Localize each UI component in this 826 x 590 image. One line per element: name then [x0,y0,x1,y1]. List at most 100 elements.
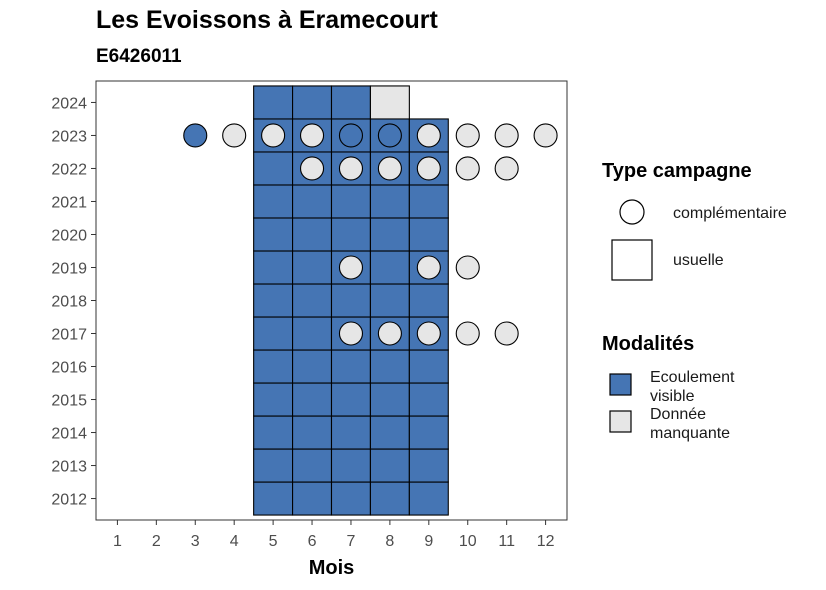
tile-usuelle [369,85,410,120]
legend-mod-title: Modalités [602,333,695,355]
tile-usuelle [253,448,294,483]
tile-usuelle [330,184,371,219]
y-tick-label: 2022 [51,161,87,178]
tile-usuelle [292,316,333,351]
tile-usuelle [292,283,333,318]
legend-circle-key [619,199,645,225]
y-tick-label: 2017 [51,327,87,344]
tile-usuelle [408,481,449,516]
chart-title: Les Evoissons à Eramecourt [96,6,438,34]
legend-type-label-usuelle: usuelle [673,252,724,269]
y-tick-label: 2021 [51,194,87,211]
legend-square-key [611,239,653,281]
x-axis-title: Mois [309,557,355,579]
point-complementaire [416,255,441,280]
tile-usuelle [369,481,410,516]
point-complementaire [494,123,519,148]
tile-usuelle [369,217,410,252]
legend-mod-label-ecoulement: Ecoulement visible [650,369,735,405]
point-complementaire [455,123,480,148]
tile-usuelle [330,217,371,252]
y-tick-label: 2013 [51,459,87,476]
point-complementaire [455,321,480,346]
tile-usuelle [253,481,294,516]
tile-usuelle [369,415,410,450]
point-complementaire [261,123,286,148]
tile-usuelle [253,184,294,219]
tile-usuelle [253,283,294,318]
point-complementaire [377,123,402,148]
tile-usuelle [253,217,294,252]
point-complementaire [377,156,402,181]
tile-usuelle [408,283,449,318]
tile-usuelle [330,382,371,417]
tile-usuelle [330,283,371,318]
tile-usuelle [369,349,410,384]
tile-usuelle [408,217,449,252]
x-tick-label: 8 [385,533,394,550]
point-complementaire [533,123,558,148]
tile-usuelle [253,349,294,384]
tile-usuelle [330,415,371,450]
x-tick-label: 1 [113,533,122,550]
point-complementaire [494,321,519,346]
x-tick-label: 2 [152,533,161,550]
x-tick-label: 10 [459,533,477,550]
tile-usuelle [369,250,410,285]
tile-usuelle [408,382,449,417]
legend-type-keys [611,199,653,281]
tile-usuelle [253,415,294,450]
tile-usuelle [292,415,333,450]
tile-usuelle [408,448,449,483]
x-tick-label: 11 [498,533,515,550]
y-tick-label: 2023 [51,128,87,145]
legend-key-ecoulement [609,373,632,396]
point-complementaire [416,156,441,181]
y-tick-label: 2012 [51,492,87,509]
tile-usuelle [330,481,371,516]
point-complementaire [416,321,441,346]
y-tick-label: 2018 [51,294,87,311]
y-tick-label: 2015 [51,393,87,410]
legend-mod-keys [609,373,632,433]
tile-usuelle [292,481,333,516]
tile-usuelle [292,448,333,483]
tile-usuelle [369,448,410,483]
x-tick-label: 9 [424,533,433,550]
y-tick-label: 2020 [51,227,87,244]
tile-usuelle [330,349,371,384]
x-tick-label: 12 [537,533,555,550]
tile-usuelle [292,184,333,219]
point-complementaire [377,321,402,346]
tile-usuelle [292,382,333,417]
legend-type-title: Type campagne [602,160,752,182]
legend-type-label-complementaire: complémentaire [673,205,787,222]
tile-usuelle [253,151,294,186]
tile-usuelle [292,349,333,384]
legend-key-donnee [609,410,632,433]
point-complementaire [222,123,247,148]
point-complementaire [455,156,480,181]
point-complementaire [416,123,441,148]
tile-usuelle [408,349,449,384]
x-tick-label: 3 [191,533,200,550]
tile-usuelle [253,316,294,351]
x-tick-label: 6 [308,533,317,550]
x-tick-label: 5 [269,533,278,550]
tile-usuelle [253,85,294,120]
tile-usuelle [408,184,449,219]
point-complementaire [338,156,364,181]
point-complementaire [338,123,364,148]
tile-usuelle [292,217,333,252]
tile-usuelle [369,283,410,318]
tile-usuelle [369,382,410,417]
point-complementaire [338,321,364,346]
point-complementaire [455,255,480,280]
x-tick-label: 7 [347,533,356,550]
tile-usuelle [253,382,294,417]
y-tick-label: 2016 [51,360,87,377]
point-complementaire [494,156,519,181]
tile-usuelle [330,85,371,120]
tile-usuelle [369,184,410,219]
